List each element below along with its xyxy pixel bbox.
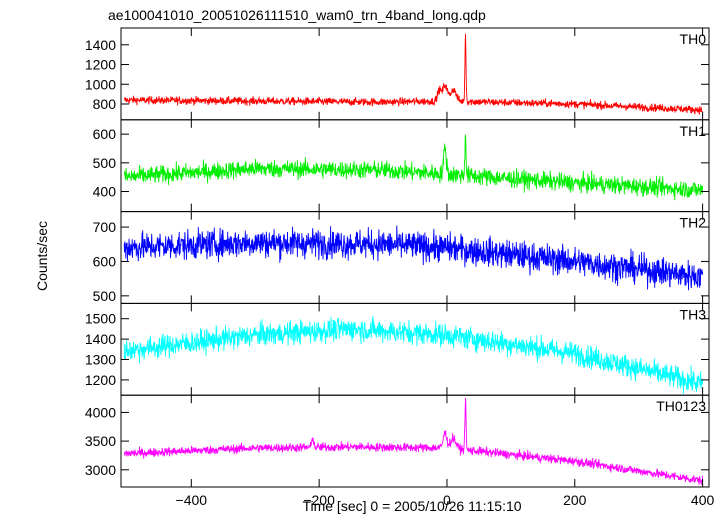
- x-tick-label: −200: [303, 492, 335, 508]
- y-tick-label: 4000: [85, 404, 116, 420]
- y-tick-label: 1500: [85, 311, 116, 327]
- x-tick-label: 200: [563, 492, 587, 508]
- panel-frame-th3: [120, 302, 710, 396]
- panel-frame-th0123: [120, 394, 710, 488]
- panel-label-th0: TH0: [680, 31, 707, 47]
- y-tick-label: 1200: [85, 372, 116, 388]
- y-tick-label: 500: [93, 288, 117, 304]
- x-tick-label: −400: [176, 492, 208, 508]
- series-line-th0123: [124, 397, 704, 485]
- panel-label-th1: TH1: [680, 123, 707, 139]
- y-tick-label: 600: [93, 253, 117, 269]
- series-line-th1: [123, 134, 704, 201]
- y-tick-label: 1000: [85, 76, 116, 92]
- panel-label-th0123: TH0123: [656, 398, 706, 414]
- x-axis-label: Time [sec] 0 = 2005/10/26 11:15:10: [302, 498, 521, 514]
- panel-label-th2: TH2: [680, 215, 707, 231]
- y-tick-label: 400: [93, 184, 117, 200]
- y-tick-label: 1400: [85, 37, 116, 53]
- y-tick-label: 800: [93, 96, 117, 112]
- panel-label-th3: TH3: [680, 306, 707, 322]
- y-tick-label: 1300: [85, 352, 116, 368]
- series-line-th3: [123, 315, 704, 394]
- y-axis-label: Counts/sec: [34, 221, 50, 291]
- y-tick-label: 600: [93, 126, 117, 142]
- x-tick-label: 0: [443, 492, 451, 508]
- y-tick-label: 3500: [85, 433, 116, 449]
- panel-frame-th1: [120, 119, 710, 213]
- series-line-th0: [123, 33, 703, 115]
- panels-group: 800 1000 1200 1400 TH0 400 500 600 TH1 500 600 700 T…: [85, 27, 715, 508]
- chart-title: ae100041010_20051026111510_wam0_trn_4ban…: [108, 7, 486, 23]
- y-tick-label: 500: [93, 155, 117, 171]
- series-line-th2: [123, 225, 704, 291]
- x-tick-label: 400: [691, 492, 715, 508]
- y-tick-label: 700: [93, 219, 117, 235]
- y-tick-label: 1200: [85, 57, 116, 73]
- y-tick-label: 3000: [85, 462, 116, 478]
- y-tick-label: 1400: [85, 331, 116, 347]
